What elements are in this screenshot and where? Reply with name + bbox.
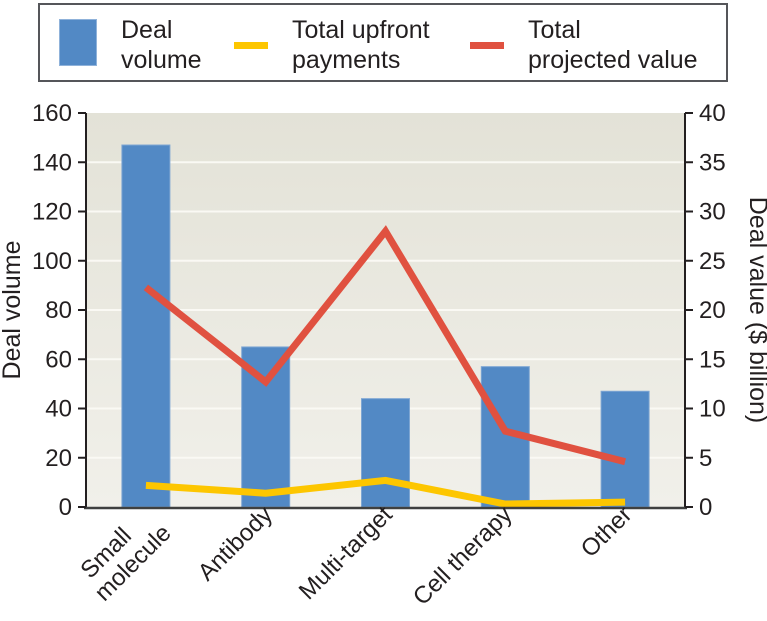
category-label-line: Multi-target: [294, 501, 398, 605]
bar-small-molecule: [121, 144, 171, 508]
right-tick-label: 0: [699, 494, 712, 521]
left-tick-label: 40: [45, 396, 72, 423]
left-axis-title: Deal volume: [0, 241, 26, 380]
right-tick-label: 25: [699, 248, 726, 275]
category-label-cell-therapy: Cell therapy: [408, 501, 518, 611]
legend-item-projected-value: Total projected value: [470, 15, 698, 75]
legend-item-deal-volume: Deal volume: [59, 15, 202, 75]
left-tick-label: 160: [32, 100, 72, 127]
bars: [121, 144, 650, 508]
category-label-line: Cell therapy: [408, 501, 518, 611]
right-tick-label: 5: [699, 445, 712, 472]
tick-marks: [78, 112, 693, 508]
left-tick-label: 20: [45, 445, 72, 472]
legend-label-upfront-payments: Total upfront payments: [292, 16, 430, 74]
right-tick-label: 15: [699, 346, 726, 373]
left-tick-label: 140: [32, 149, 72, 176]
category-label-small-molecule: Smallmolecule: [71, 501, 176, 606]
line-total-projected-value: [143, 225, 626, 466]
legend-swatch-deal-volume: [59, 19, 97, 66]
category-label-line: Other: [576, 501, 638, 563]
tick-labels: 0 20 40 60 80 100 120 140 160 0 5 10 15 20 25 30 35 40: [32, 100, 726, 521]
category-label-other: Other: [576, 501, 638, 563]
category-label-line: Antibody: [193, 501, 278, 586]
line-total-upfront-payments: [145, 476, 626, 508]
right-tick-label: 30: [699, 199, 726, 226]
bar-multi-target: [361, 398, 410, 508]
left-tick-label: 60: [45, 346, 72, 373]
legend-label-deal-volume: Deal volume: [121, 16, 202, 74]
left-tick-label: 120: [32, 199, 72, 226]
right-tick-label: 10: [699, 396, 726, 423]
category-label-multi-target: Multi-target: [294, 501, 398, 605]
right-tick-label: 35: [699, 149, 726, 176]
right-axis-title: Deal value ($ billion): [744, 197, 767, 424]
legend: Deal volume Total upfront payments Total…: [38, 3, 728, 82]
left-tick-label: 0: [59, 494, 72, 521]
right-tick-label: 20: [699, 297, 726, 324]
category-label-antibody: Antibody: [193, 501, 278, 586]
bar-other: [600, 390, 650, 508]
legend-item-upfront-payments: Total upfront payments: [234, 15, 430, 75]
legend-swatch-upfront-payments: [234, 42, 268, 49]
legend-swatch-projected-value: [470, 42, 504, 49]
right-tick-label: 40: [699, 100, 726, 127]
left-tick-label: 100: [32, 248, 72, 275]
legend-label-projected-value: Total projected value: [528, 16, 698, 74]
category-labels: Smallmolecule Antibody Multi-target Cell th…: [71, 501, 638, 611]
left-tick-label: 80: [45, 297, 72, 324]
